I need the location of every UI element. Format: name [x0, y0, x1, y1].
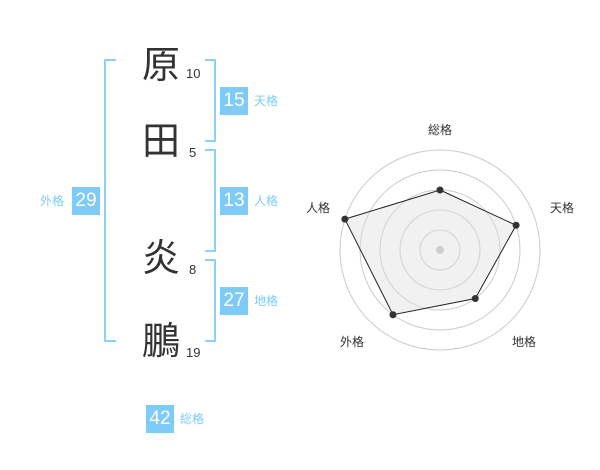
stroke-count: 8 [189, 262, 197, 277]
gaikaku-bracket [104, 59, 116, 342]
chikaku-label: 地格 [254, 294, 279, 308]
name-char: 鵬 [141, 319, 180, 363]
soukaku-label: 総格 [180, 412, 205, 426]
radar-center [436, 246, 444, 254]
gaikaku-value: 29 [72, 187, 100, 215]
stroke-count: 10 [186, 66, 201, 81]
name-char: 田 [141, 119, 180, 163]
name-char: 原 [141, 43, 180, 87]
radar-grid-ring [419, 229, 461, 271]
radar-point [471, 295, 479, 303]
radar-point [341, 215, 349, 223]
radar-point [389, 311, 397, 319]
radar-label: 天格 [550, 200, 574, 215]
name-char: 炎 [141, 236, 180, 280]
radar-label: 外格 [340, 334, 364, 349]
jinkaku-bracket [205, 149, 216, 252]
stroke-count: 19 [186, 345, 201, 360]
radar-label: 総格 [428, 122, 452, 137]
tenkaku-bracket [205, 59, 216, 142]
radar-grid-ring [339, 149, 541, 351]
chikaku-value: 27 [220, 287, 248, 315]
tenkaku-value: 15 [220, 87, 248, 115]
chikaku-bracket [205, 259, 216, 342]
stroke-count: 5 [189, 145, 197, 160]
jinkaku-value: 13 [220, 187, 248, 215]
radar-label: 人格 [306, 200, 330, 215]
jinkaku-label: 人格 [254, 194, 279, 208]
radar-point [436, 186, 444, 194]
tenkaku-label: 天格 [254, 94, 279, 108]
soukaku-value: 42 [146, 405, 174, 433]
radar-area [344, 189, 517, 316]
radar-point [512, 221, 520, 229]
radar-label: 地格 [512, 334, 536, 349]
radar-grid-ring [399, 209, 481, 291]
gaikaku-label: 外格 [40, 194, 65, 208]
